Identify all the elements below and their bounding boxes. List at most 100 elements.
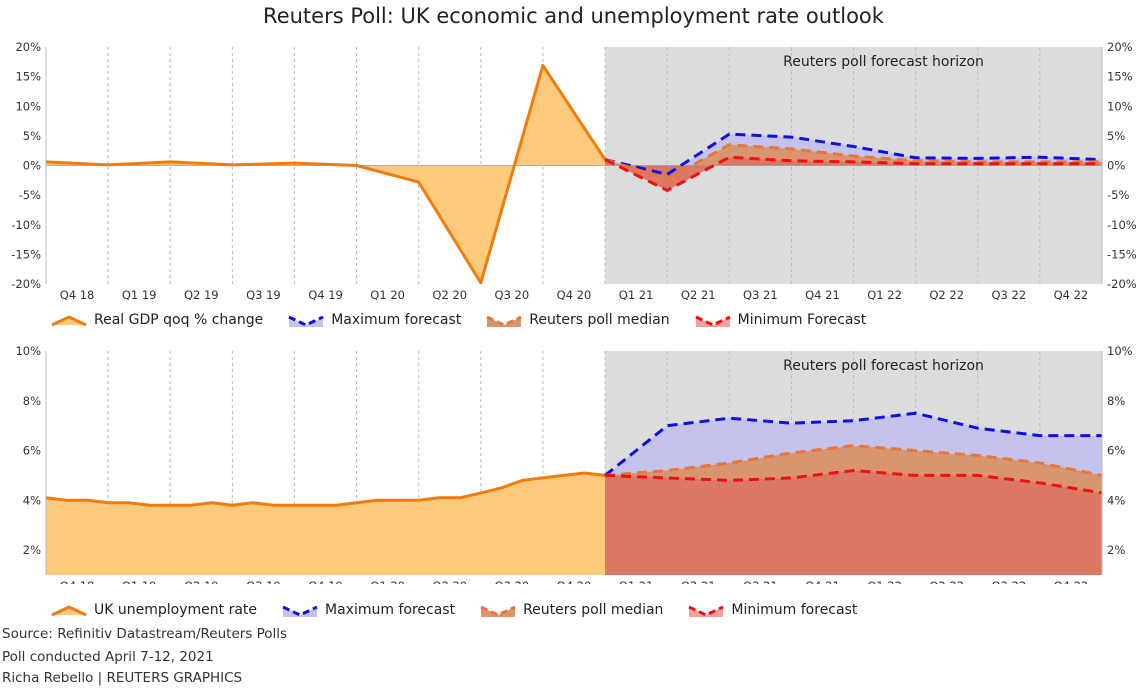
unemp-actual-line (45, 471, 606, 507)
legend2-swatch-max (282, 605, 318, 617)
gdp-ytick-right: 10% (1107, 99, 1133, 113)
legend2-swatch-min (688, 605, 725, 617)
unemployment-chart: Reuters poll forecast horizon 10% 10% 8% 8% 6… (15, 344, 1133, 584)
unemp-ytick-left: 10% (15, 344, 41, 358)
gdp-quarter-label: Q3 21 (743, 288, 778, 300)
unemp-quarter-label: Q4 18 (60, 579, 95, 584)
unemp-quarter-label: Q3 22 (991, 579, 1026, 584)
legend-swatch-max (288, 315, 324, 327)
legend-item-actual: Real GDP qoq % change (50, 312, 263, 328)
gdp-ytick-right: -15% (1107, 247, 1137, 261)
gdp-max-line (604, 132, 1103, 177)
gdp-quarter-label: Q1 21 (619, 288, 654, 300)
legend-label-max: Maximum forecast (331, 312, 462, 328)
gdp-ytick-left: -20% (11, 277, 41, 291)
unemp-quarter-label: Q4 21 (805, 579, 840, 584)
gdp-quarter-label: Q2 21 (681, 288, 716, 300)
unemp-quarter-label: Q4 19 (308, 579, 343, 584)
legend-swatch-median (486, 315, 522, 327)
gdp-ytick-right: -5% (1107, 188, 1129, 202)
gdp-quarter-label: Q4 22 (1054, 288, 1089, 300)
gdp-ytick-left: -15% (11, 247, 41, 261)
unemp-min-line (605, 468, 1103, 495)
gdp-quarter-label: Q2 22 (929, 288, 964, 300)
unemp-quarter-label: Q1 21 (619, 579, 654, 584)
unemployment-legend: UK unemployment rate Maximum forecast Re… (50, 602, 881, 618)
legend-item-min: Minimum Forecast (694, 312, 867, 328)
gdp-ytick-right: -20% (1107, 277, 1137, 291)
unemp-quarter-label: Q2 19 (184, 579, 219, 584)
gdp-ytick-right: 15% (1107, 70, 1133, 84)
unemp-ytick-right: 10% (1107, 344, 1133, 358)
gdp-min-line (604, 155, 1102, 193)
gdp-median-line (604, 143, 1102, 181)
legend-item-median: Reuters poll median (485, 312, 670, 328)
gdp-ytick-left: -5% (19, 188, 41, 202)
legend2-item-max: Maximum forecast (281, 602, 455, 618)
legend-swatch-min (694, 315, 731, 327)
unemp-ytick-left: 2% (23, 543, 41, 557)
gdp-ytick-left: 0% (23, 159, 41, 173)
gdp-ytick-right: 5% (1107, 129, 1125, 143)
gdp-quarter-label: Q4 21 (805, 288, 840, 300)
unemp-quarter-label: Q3 19 (246, 579, 281, 584)
unemp-quarter-label: Q3 20 (495, 579, 530, 584)
gdp-horizon-label: Reuters poll forecast horizon (783, 54, 984, 70)
gdp-ytick-left: 10% (15, 99, 41, 113)
unemp-ytick-right: 8% (1107, 394, 1125, 408)
unemp-quarter-label: Q1 20 (370, 579, 405, 584)
legend2-swatch-median (480, 605, 516, 617)
gdp-quarter-label: Q1 19 (122, 288, 157, 300)
gdp-quarter-label: Q2 20 (432, 288, 467, 300)
gdp-legend: Real GDP qoq % change Maximum forecast R… (50, 312, 890, 328)
unemp-horizon-label: Reuters poll forecast horizon (783, 358, 984, 374)
legend2-item-median: Reuters poll median (479, 602, 663, 618)
unemp-quarter-label: Q4 22 (1054, 579, 1089, 584)
gdp-quarter-label: Q3 22 (991, 288, 1026, 300)
gdp-ytick-right: -10% (1107, 218, 1137, 232)
credit-note: Richa Rebello | REUTERS GRAPHICS (2, 670, 243, 686)
unemp-quarter-label: Q3 21 (743, 579, 778, 584)
poll-note: Poll conducted April 7-12, 2021 (2, 649, 214, 665)
unemp-ytick-left: 6% (23, 444, 41, 458)
gdp-ytick-left: 15% (15, 70, 41, 84)
unemp-ytick-left: 4% (23, 493, 41, 507)
unemp-ytick-right: 4% (1107, 493, 1125, 507)
unemp-median-line (604, 444, 1103, 477)
unemp-quarter-label: Q2 20 (432, 579, 467, 584)
legend2-swatch-actual (51, 605, 87, 617)
legend-item-max: Maximum forecast (287, 312, 461, 328)
unemp-quarter-label: Q1 19 (122, 579, 157, 584)
legend2-label-actual: UK unemployment rate (94, 602, 258, 618)
gdp-quarter-label: Q1 22 (867, 288, 902, 300)
legend-label-min: Minimum Forecast (737, 312, 867, 328)
legend-swatch-actual (51, 315, 87, 327)
gdp-actual-line (45, 63, 607, 285)
gdp-quarter-label: Q4 18 (60, 288, 95, 300)
unemp-max-line (604, 411, 1102, 477)
unemp-min-area (605, 470, 1102, 575)
gdp-quarter-label: Q1 20 (370, 288, 405, 300)
unemp-quarter-label: Q4 20 (557, 579, 592, 584)
gdp-quarter-label: Q3 19 (246, 288, 281, 300)
gdp-quarter-label: Q3 20 (495, 288, 530, 300)
gdp-ytick-left: 20% (15, 40, 41, 54)
legend2-item-actual: UK unemployment rate (50, 602, 257, 618)
legend2-label-min: Minimum forecast (731, 602, 858, 618)
gdp-ytick-right: 20% (1107, 40, 1133, 54)
gdp-quarter-label: Q2 19 (184, 288, 219, 300)
source-note: Source: Refinitiv Datastream/Reuters Pol… (2, 626, 288, 642)
unemp-ytick-right: 2% (1107, 543, 1125, 557)
unemp-quarter-label: Q2 21 (681, 579, 716, 584)
gdp-chart: Reuters poll forecast horizon 20% 20% 15% 15… (11, 40, 1137, 300)
unemp-ytick-right: 6% (1107, 444, 1125, 458)
gdp-actual-area (46, 65, 606, 283)
unemp-ytick-left: 8% (23, 394, 41, 408)
legend2-item-min: Minimum forecast (687, 602, 857, 618)
unemp-quarter-label: Q2 22 (929, 579, 964, 584)
gdp-ytick-left: 5% (23, 129, 41, 143)
gdp-ytick-left: -10% (11, 218, 41, 232)
gdp-quarter-label: Q4 19 (308, 288, 343, 300)
unemp-quarter-label: Q1 22 (867, 579, 902, 584)
legend-label-median: Reuters poll median (529, 312, 670, 328)
